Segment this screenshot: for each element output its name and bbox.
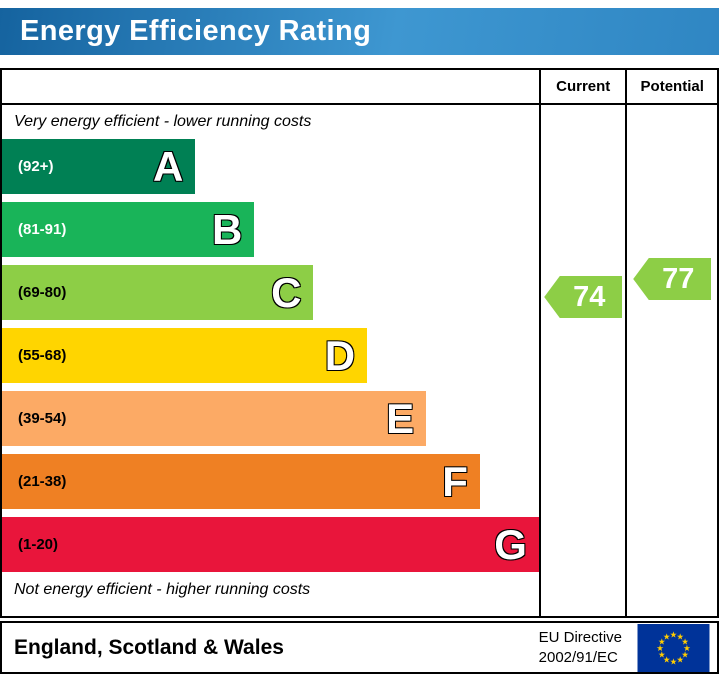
svg-text:★: ★ bbox=[676, 654, 684, 664]
band-letter: C bbox=[270, 268, 302, 316]
band-f-bar: (21-38) F bbox=[2, 454, 480, 509]
band-g-bar: (1-20) G bbox=[2, 517, 539, 572]
svg-text:★: ★ bbox=[656, 643, 664, 653]
footer-bar: England, Scotland & Wales EU Directive 2… bbox=[0, 621, 719, 674]
eu-directive-line2: 2002/91/EC bbox=[538, 648, 618, 666]
band-range: (39-54) bbox=[18, 410, 67, 427]
band-a-bar: (92+) A bbox=[2, 139, 196, 194]
band-range: (55-68) bbox=[18, 347, 67, 364]
svg-text:★: ★ bbox=[681, 636, 689, 646]
header-spacer bbox=[2, 70, 539, 103]
band-e-bar: (39-54) E bbox=[2, 391, 427, 446]
eu-flag-stars: ★★★★★★★★★★★★ bbox=[656, 629, 691, 666]
band-range: (21-38) bbox=[18, 473, 67, 490]
band-b-bar: (81-91) B bbox=[2, 202, 255, 257]
current-score-value: 74 bbox=[573, 280, 606, 313]
eu-flag-icon: ★★★★★★★★★★★★ bbox=[637, 623, 710, 672]
current-column-header: Current bbox=[538, 70, 626, 103]
svg-text:★: ★ bbox=[658, 649, 666, 659]
eu-directive-label: EU Directive 2002/91/EC bbox=[539, 628, 622, 667]
band-letter: A bbox=[152, 142, 184, 190]
svg-text:★: ★ bbox=[676, 631, 684, 641]
band-letter: D bbox=[324, 331, 356, 379]
band-range: (92+) bbox=[18, 158, 54, 175]
current-arrow: 74 bbox=[544, 276, 623, 318]
band-letter: F bbox=[441, 457, 468, 505]
band-range: (1-20) bbox=[18, 536, 59, 553]
potential-score-column: 77 bbox=[625, 105, 717, 616]
rating-scale-area: Very energy efficient - lower running co… bbox=[2, 105, 539, 616]
svg-text:★: ★ bbox=[663, 654, 671, 664]
chart-body: Very energy efficient - lower running co… bbox=[2, 105, 717, 616]
band-range: (81-91) bbox=[18, 221, 67, 238]
svg-text:★: ★ bbox=[683, 643, 691, 653]
svg-text:★: ★ bbox=[681, 649, 689, 659]
svg-text:★: ★ bbox=[670, 656, 678, 666]
svg-text:★: ★ bbox=[663, 631, 671, 641]
bottom-note: Not energy efficient - higher running co… bbox=[14, 581, 311, 598]
current-score-column: 74 bbox=[538, 105, 626, 616]
potential-column-header: Potential bbox=[625, 70, 717, 103]
region-label: England, Scotland & Wales bbox=[14, 635, 284, 659]
band-range: (69-80) bbox=[18, 284, 67, 301]
svg-text:★: ★ bbox=[670, 629, 678, 639]
band-letter: B bbox=[211, 205, 243, 253]
eu-flag-background bbox=[637, 623, 710, 672]
potential-score-value: 77 bbox=[662, 262, 695, 295]
band-letter: G bbox=[493, 520, 527, 568]
energy-rating-chart: Current Potential Very energy efficient … bbox=[0, 68, 719, 618]
chart-header-row: Current Potential bbox=[2, 70, 717, 105]
top-note: Very energy efficient - lower running co… bbox=[14, 113, 312, 130]
page-title-banner: Energy Efficiency Rating bbox=[0, 8, 719, 55]
svg-text:★: ★ bbox=[658, 636, 666, 646]
page-title: Energy Efficiency Rating bbox=[20, 15, 372, 47]
band-letter: E bbox=[385, 394, 415, 442]
potential-arrow: 77 bbox=[633, 258, 712, 300]
band-d-bar: (55-68) D bbox=[2, 328, 368, 383]
eu-directive-line1: EU Directive bbox=[538, 629, 622, 646]
band-c-bar: (69-80) C bbox=[2, 265, 314, 320]
